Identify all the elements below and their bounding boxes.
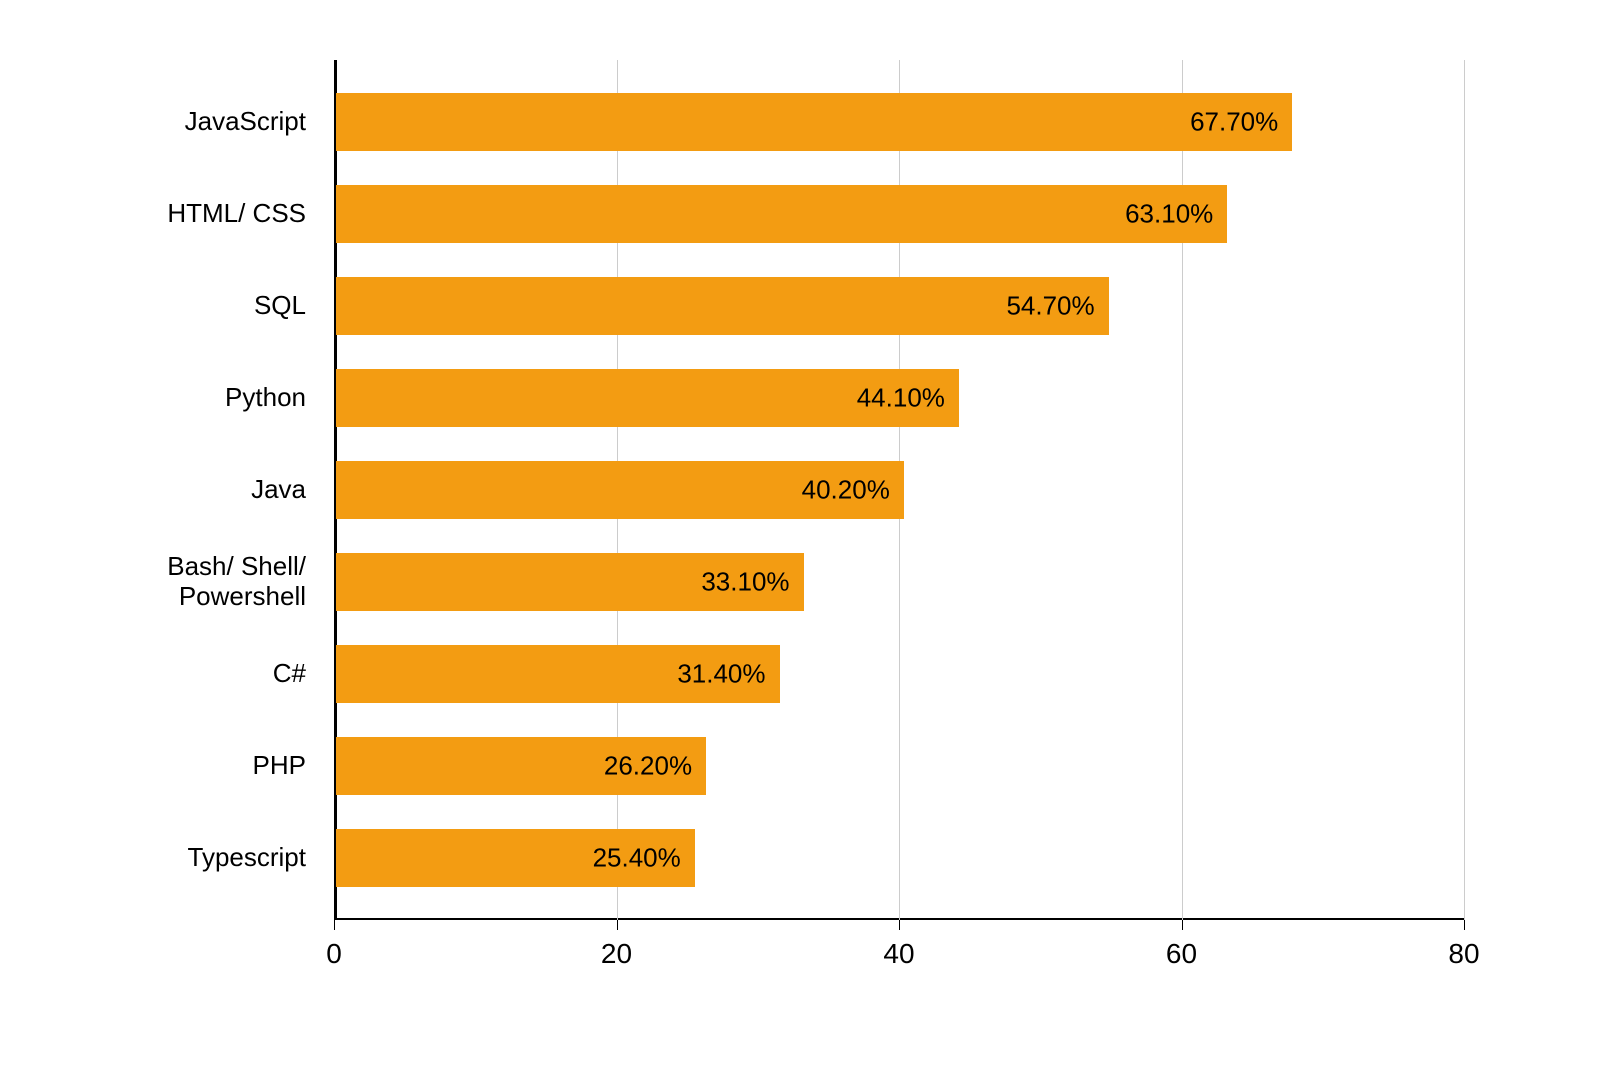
bar: 31.40% <box>336 645 780 703</box>
category-label: Bash/ Shell/ Powershell <box>120 552 320 612</box>
bar-chart: JavaScript HTML/ CSS SQL Python Java Bash/ Sh… <box>120 60 1500 1020</box>
x-tick-label: 60 <box>1166 938 1197 970</box>
x-tick-mark <box>617 920 618 930</box>
x-tick-mark <box>334 920 335 930</box>
plot-area: 67.70% 63.10% 54.70% 44.10% 40.20% 33.10% 31.4… <box>334 60 1464 920</box>
category-label: JavaScript <box>120 107 320 137</box>
x-tick-label: 20 <box>601 938 632 970</box>
bar: 67.70% <box>336 93 1292 151</box>
y-axis-labels: JavaScript HTML/ CSS SQL Python Java Bash/ Sh… <box>120 60 320 920</box>
x-tick-label: 80 <box>1448 938 1479 970</box>
x-tick-label: 0 <box>326 938 342 970</box>
x-tick-mark <box>1182 920 1183 930</box>
bar: 33.10% <box>336 553 804 611</box>
category-label: Java <box>120 475 320 505</box>
bar: 54.70% <box>336 277 1109 335</box>
bar-value-label: 26.20% <box>604 751 692 782</box>
bar-value-label: 44.10% <box>857 383 945 414</box>
x-axis-ticks: 020406080 <box>334 930 1464 990</box>
grid-line <box>1464 60 1465 920</box>
bar: 25.40% <box>336 829 695 887</box>
x-tick-mark <box>899 920 900 930</box>
bar-value-label: 67.70% <box>1190 107 1278 138</box>
bar: 44.10% <box>336 369 959 427</box>
bar-value-label: 33.10% <box>701 567 789 598</box>
bar-value-label: 31.40% <box>677 659 765 690</box>
bar-value-label: 25.40% <box>593 843 681 874</box>
category-label: C# <box>120 659 320 689</box>
bar-value-label: 40.20% <box>802 475 890 506</box>
category-label: Python <box>120 383 320 413</box>
category-label: HTML/ CSS <box>120 199 320 229</box>
category-label: SQL <box>120 291 320 321</box>
bar-value-label: 63.10% <box>1125 199 1213 230</box>
bar: 63.10% <box>336 185 1227 243</box>
bar: 40.20% <box>336 461 904 519</box>
bar: 26.20% <box>336 737 706 795</box>
category-label: Typescript <box>120 843 320 873</box>
x-tick-label: 40 <box>883 938 914 970</box>
category-label: PHP <box>120 751 320 781</box>
bar-value-label: 54.70% <box>1006 291 1094 322</box>
x-tick-mark <box>1464 920 1465 930</box>
